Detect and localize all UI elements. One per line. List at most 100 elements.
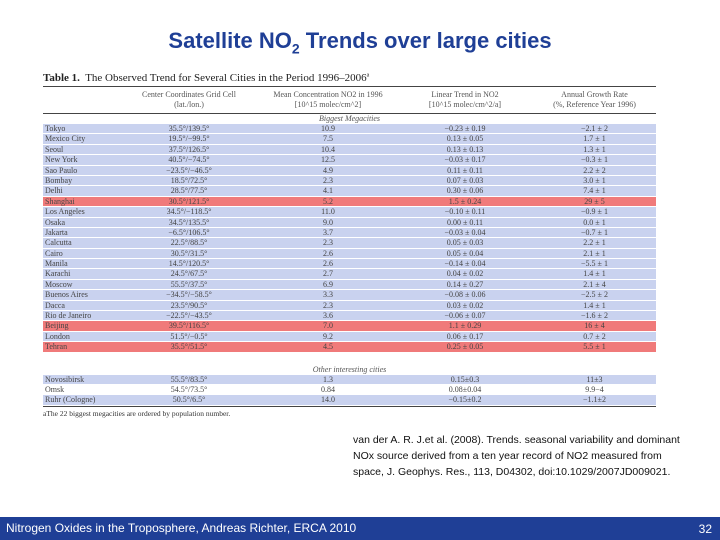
cell-city: Ruhr (Cologne): [45, 395, 96, 405]
table-row: London 51.5°/−0.5° 9.2 0.06 ± 0.17 0.7 ± 2: [43, 331, 656, 343]
cell-coord: 35.5°/139.5°: [168, 124, 210, 133]
cell-coord: −23.5°/−46.5°: [166, 165, 212, 175]
table-row: Buenos Aires −34.5°/−58.5° 3.3 −0.08 ± 0.06…: [43, 290, 656, 301]
cell-growth: 2.1 ± 4: [583, 279, 606, 289]
table-footnote: aThe 22 biggest megacities are ordered b…: [43, 408, 231, 418]
cell-growth: 5.5 ± 1: [583, 342, 606, 352]
table-row: Seoul 37.5°/126.5° 10.4 0.13 ± 0.13 1.3 ± 1: [43, 144, 656, 156]
section-other-cities: Other interesting cities: [312, 364, 387, 374]
cell-trend: 0.30 ± 0.06: [446, 186, 484, 196]
cell-city: Omsk: [45, 384, 65, 394]
page-number: 32: [698, 522, 712, 536]
table-row: New York 40.5°/−74.5° 12.5 −0.03 ± 0.17 −0.3…: [43, 155, 656, 166]
table-caption: Table 1. The Observed Trend for Several …: [43, 72, 370, 84]
cell-coord: 34.5°/−118.5°: [166, 207, 212, 217]
cell-mean: 12.5: [321, 155, 335, 165]
cell-trend: 1.1 ± 0.29: [448, 321, 482, 331]
table-header: Center Coordinates Grid Cell (lat./lon.) M…: [43, 87, 656, 113]
cell-mean: 2.6: [323, 259, 333, 269]
table-row: Rio de Janeiro −22.5°/−43.5° 3.6 −0.06 ± 0.…: [43, 311, 656, 322]
table-row: Shanghai 30.5°/121.5° 5.2 1.5 ± 0.24 29 ± 5: [43, 196, 656, 208]
cell-city: Rio de Janeiro: [45, 311, 92, 321]
cell-city: Dacca: [45, 300, 65, 310]
cell-growth: 1.3 ± 1: [583, 144, 606, 154]
cell-growth: −5.5 ± 1: [581, 259, 608, 269]
cell-growth: −0.3 ± 1: [581, 155, 608, 165]
cell-trend: −0.10 ± 0.11: [444, 207, 486, 217]
cell-mean: 7.5: [323, 134, 333, 144]
cell-city: Buenos Aires: [45, 290, 88, 300]
cell-city: New York: [45, 155, 78, 165]
cell-trend: 0.00 ± 0.11: [446, 217, 484, 227]
other-city-rows: Novosibirsk 55.5°/83.5° 1.3 0.15±0.3 11±3 Oms…: [43, 374, 656, 406]
column-header-cell: Annual Growth Rate (%, Reference Year 199…: [533, 90, 656, 110]
cell-mean: 10.9: [321, 124, 335, 133]
cell-coord: 22.5°/88.5°: [170, 238, 208, 248]
table-row: Omsk 54.5°/73.5° 0.84 0.08±0.04 9.9−4: [43, 384, 656, 396]
table-row: Tehran 35.5°/51.5° 4.5 0.25 ± 0.05 5.5 ± 1: [43, 342, 656, 353]
cell-coord: 30.5°/121.5°: [168, 196, 210, 206]
column-header: Center Coordinates Grid Cell: [142, 90, 236, 99]
table-row: Mexico City 19.5°/−99.5° 7.5 0.13 ± 0.05 1.7…: [43, 134, 656, 145]
cell-growth: 2.1 ± 1: [583, 248, 606, 258]
table-row: Calcutta 22.5°/88.5° 2.3 0.05 ± 0.03 2.2 ± 1: [43, 238, 656, 249]
cell-trend: −0.14 ± 0.04: [444, 259, 486, 269]
cell-growth: −1.1±2: [583, 395, 606, 405]
cell-mean: 1.3: [323, 374, 333, 384]
column-header-unit: [10^15 molec/cm^2/a]: [428, 100, 502, 109]
cell-trend: 1.5 ± 0.24: [448, 196, 482, 206]
cell-trend: 0.11 ± 0.11: [447, 165, 483, 175]
cell-trend: −0.23 ± 0.19: [444, 124, 486, 133]
cell-coord: 23.5°/90.5°: [170, 300, 208, 310]
cell-city: Jakarta: [45, 227, 68, 237]
cell-trend: 0.25 ± 0.05: [446, 342, 484, 352]
cell-growth: 11±3: [586, 374, 603, 384]
cell-trend: −0.03 ± 0.04: [444, 227, 486, 237]
cell-trend: −0.03 ± 0.17: [444, 155, 486, 165]
cell-mean: 14.0: [321, 395, 335, 405]
cell-coord: 54.5°/73.5°: [170, 384, 208, 394]
trend-table: Table 1. The Observed Trend for Several …: [43, 72, 656, 418]
cell-growth: 0.7 ± 2: [583, 331, 606, 341]
cell-coord: −22.5°/−43.5°: [166, 311, 212, 321]
cell-mean: 10.4: [321, 144, 335, 154]
cell-city: London: [45, 331, 70, 341]
cell-city: Shanghai: [45, 196, 75, 206]
cell-city: Beijing: [45, 321, 69, 331]
cell-city: Cairo: [45, 248, 63, 258]
table-row: Sao Paulo −23.5°/−46.5° 4.9 0.11 ± 0.11 2.2 …: [43, 165, 656, 176]
table-row: Ruhr (Cologne) 50.5°/6.5° 14.0 −0.15±0.2 −1.…: [43, 395, 656, 406]
cell-coord: 28.5°/77.5°: [170, 186, 208, 196]
column-header-cell: Linear Trend in NO2 [10^15 molec/cm^2/a]: [397, 90, 533, 110]
cell-trend: 0.13 ± 0.13: [446, 144, 484, 154]
column-header: Mean Concentration NO2 in 1996: [273, 90, 383, 99]
footer-text: Nitrogen Oxides in the Troposphere, Andr…: [6, 521, 357, 535]
cell-coord: 40.5°/−74.5°: [168, 155, 210, 165]
column-header-unit: (%, Reference Year 1996): [553, 100, 636, 109]
cell-coord: 30.5°/31.5°: [170, 248, 208, 258]
cell-coord: 19.5°/−99.5°: [168, 134, 210, 144]
cell-trend: −0.08 ± 0.06: [444, 290, 486, 300]
cell-trend: 0.05 ± 0.04: [446, 248, 484, 258]
cell-growth: 2.2 ± 1: [583, 238, 606, 248]
cell-city: Sao Paulo: [45, 165, 78, 175]
cell-mean: 5.2: [323, 196, 333, 206]
cell-mean: 4.9: [323, 165, 333, 175]
cell-growth: −1.6 ± 2: [581, 311, 608, 321]
cell-coord: 34.5°/135.5°: [168, 217, 210, 227]
cell-mean: 3.7: [323, 227, 333, 237]
cell-growth: 16 ± 4: [584, 321, 605, 331]
cell-city: Mexico City: [45, 134, 86, 144]
table-row: Novosibirsk 55.5°/83.5° 1.3 0.15±0.3 11±3: [43, 374, 656, 385]
cell-mean: 6.9: [323, 279, 333, 289]
cell-mean: 2.3: [323, 300, 333, 310]
column-header-cell: Center Coordinates Grid Cell (lat./lon.): [119, 90, 259, 110]
cell-mean: 2.3: [323, 175, 333, 185]
cell-mean: 7.0: [323, 321, 333, 331]
slide-title: Satellite NO2 Trends over large cities: [168, 28, 552, 57]
table-row: Manila 14.5°/120.5° 2.6 −0.14 ± 0.04 −5.5 ± …: [43, 259, 656, 270]
table-row: Moscow 55.5°/37.5° 6.9 0.14 ± 0.27 2.1 ± 4: [43, 279, 656, 291]
cell-city: Tehran: [45, 342, 68, 352]
cell-city: Osaka: [45, 217, 65, 227]
cell-city: Delhi: [45, 186, 63, 196]
